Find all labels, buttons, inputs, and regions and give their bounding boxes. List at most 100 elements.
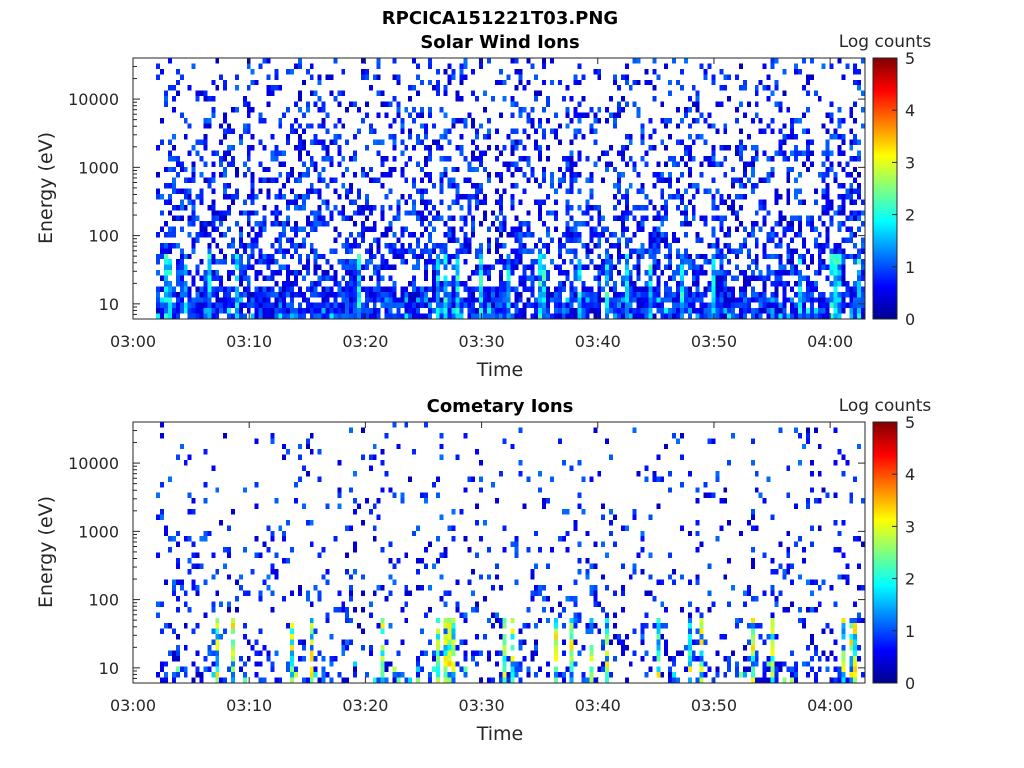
spectrogram-cell xyxy=(203,291,208,298)
spectrogram-cell xyxy=(164,677,169,683)
spectrogram-cell xyxy=(605,270,610,276)
spectrogram-cell xyxy=(805,286,810,292)
spectrogram-cell xyxy=(337,302,342,309)
spectrogram-cell xyxy=(238,308,243,314)
spectrogram-cell xyxy=(231,628,235,635)
spectrogram-cell xyxy=(711,79,716,86)
spectrogram-cell xyxy=(168,302,172,309)
spectrogram-cell xyxy=(372,503,377,509)
spectrogram-cell xyxy=(219,302,224,309)
spectrogram-cell xyxy=(561,672,566,678)
spectrogram-cell xyxy=(357,503,361,509)
spectrogram-cell xyxy=(455,199,460,205)
spectrogram-cell xyxy=(746,275,751,281)
spectrogram-cell xyxy=(345,280,350,287)
spectrogram-cell xyxy=(486,128,491,135)
spectrogram-cell xyxy=(380,628,385,635)
spectrogram-cell xyxy=(742,666,747,673)
spectrogram-cell xyxy=(486,275,491,281)
spectrogram-cell xyxy=(439,443,444,450)
spectrogram-cell xyxy=(431,226,436,232)
spectrogram-cell xyxy=(467,297,472,303)
spectrogram-cell xyxy=(309,623,314,629)
spectrogram-cell xyxy=(345,291,350,298)
spectrogram-cell xyxy=(498,172,503,178)
spectrogram-cell xyxy=(294,248,298,254)
spectrogram-cell xyxy=(380,259,385,265)
spectrogram-cell xyxy=(199,536,204,542)
spectrogram-cell xyxy=(853,655,858,662)
spectrogram-cell xyxy=(353,155,358,162)
spectrogram-cell xyxy=(168,286,172,292)
spectrogram-cell xyxy=(821,308,826,314)
spectrogram-cell xyxy=(731,210,736,216)
spectrogram-cell xyxy=(317,123,322,129)
spectrogram-cell xyxy=(353,286,358,292)
spectrogram-cell xyxy=(660,221,665,227)
spectrogram-cell xyxy=(223,134,228,140)
spectrogram-cell xyxy=(467,286,472,292)
x-axis-label: Time xyxy=(476,723,524,745)
spectrogram-cell xyxy=(597,237,602,243)
spectrogram-cell xyxy=(254,193,259,200)
spectrogram-cell xyxy=(829,112,834,118)
spectrogram-cell xyxy=(479,270,484,276)
spectrogram-cell xyxy=(601,215,606,222)
spectrogram-cell xyxy=(715,101,720,107)
spectrogram-cell xyxy=(715,275,720,281)
spectrogram-cell xyxy=(672,270,676,276)
spectrogram-cell xyxy=(861,297,865,303)
spectrogram-cell xyxy=(510,161,515,167)
spectrogram-cell xyxy=(215,677,220,683)
spectrogram-cell xyxy=(750,650,755,656)
spectrogram-cell xyxy=(510,259,515,265)
spectrogram-cell xyxy=(317,204,322,211)
spectrogram-cell xyxy=(640,226,645,232)
spectrogram-cell xyxy=(215,655,220,662)
spectrogram-cell xyxy=(750,308,755,314)
spectrogram-cell xyxy=(585,291,590,298)
spectrogram-cell xyxy=(565,199,570,205)
spectrogram-cell xyxy=(329,655,334,662)
spectrogram-cell xyxy=(652,596,657,602)
spectrogram-cell xyxy=(510,264,515,271)
spectrogram-cell xyxy=(620,150,625,156)
spectrogram-cell xyxy=(274,677,279,683)
spectrogram-cell xyxy=(455,145,460,151)
spectrogram-cell xyxy=(857,291,862,298)
spectrogram-cell xyxy=(691,210,696,216)
spectrogram-cell xyxy=(802,128,806,135)
spectrogram-cell xyxy=(156,270,161,276)
spectrogram-cell xyxy=(774,221,779,227)
spectrogram-cell xyxy=(581,476,586,482)
spectrogram-cell xyxy=(353,308,358,314)
spectrogram-cell xyxy=(589,128,594,135)
spectrogram-cell xyxy=(817,443,822,450)
spectrogram-cell xyxy=(861,541,865,548)
spectrogram-cell xyxy=(443,302,448,309)
spectrogram-cell xyxy=(648,286,653,292)
spectrogram-cell xyxy=(490,96,495,102)
spectrogram-cell xyxy=(668,291,673,298)
spectrogram-cell xyxy=(435,492,440,499)
spectrogram-cell xyxy=(207,291,212,298)
spectrogram-cell xyxy=(605,628,610,635)
spectrogram-cell xyxy=(534,128,539,135)
spectrogram-cell xyxy=(238,237,243,243)
spectrogram-cell xyxy=(372,221,377,227)
spectrogram-cell xyxy=(266,193,271,200)
spectrogram-cell xyxy=(703,139,708,145)
spectrogram-cell xyxy=(266,525,271,531)
spectrogram-cell xyxy=(325,302,330,309)
panel-title: Cometary Ions xyxy=(427,396,574,417)
spectrogram-cell xyxy=(770,634,775,640)
spectrogram-cell xyxy=(447,128,452,135)
spectrogram-cell xyxy=(672,275,676,281)
spectrogram-cell xyxy=(360,590,365,596)
spectrogram-cell xyxy=(455,193,460,200)
spectrogram-cell xyxy=(187,85,192,91)
spectrogram-cell xyxy=(353,297,358,303)
spectrogram-cell xyxy=(270,661,275,667)
spectrogram-cell xyxy=(581,96,586,102)
spectrogram-cell xyxy=(183,302,188,309)
